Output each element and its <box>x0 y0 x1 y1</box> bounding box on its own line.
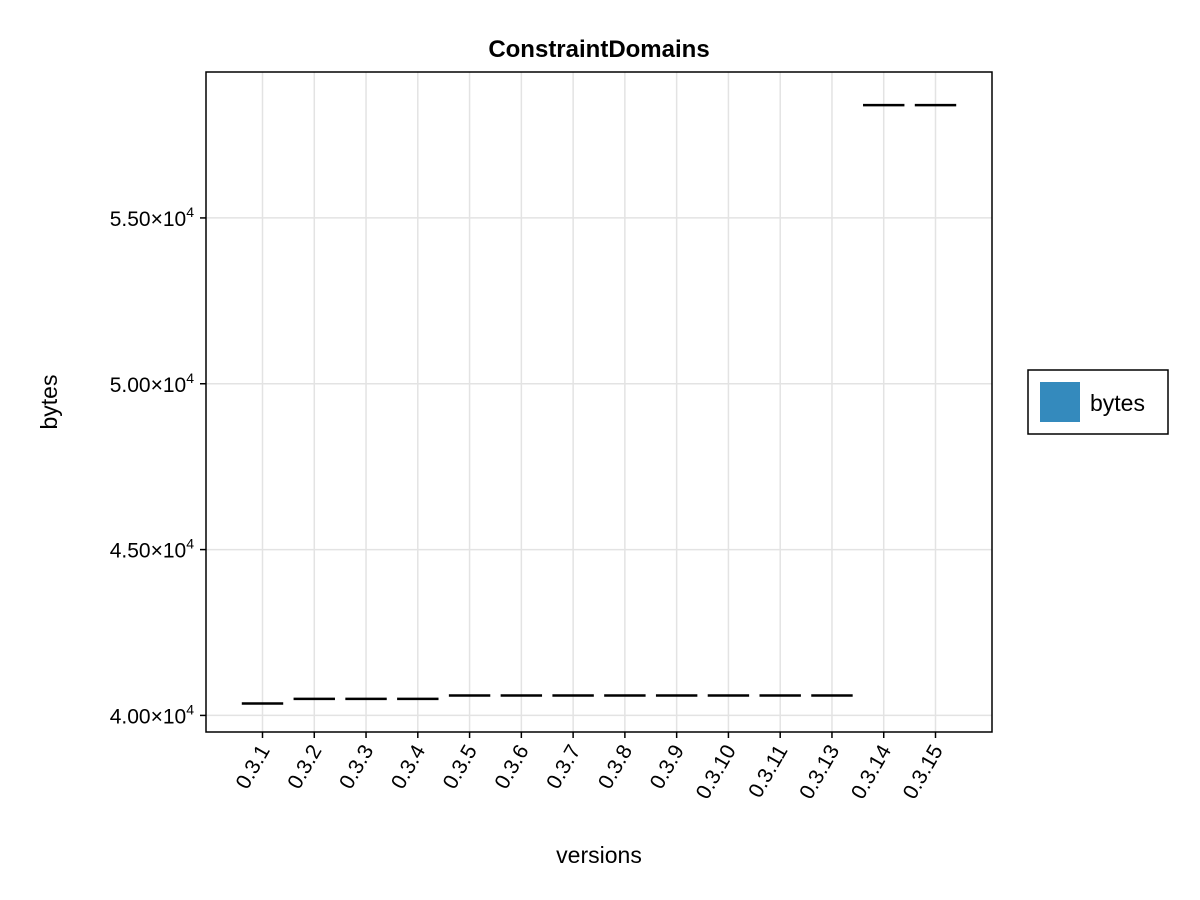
x-tick-label: 0.3.7 <box>542 741 585 793</box>
box-marks <box>241 103 957 705</box>
x-tick-label: 0.3.8 <box>594 741 637 793</box>
grid <box>206 72 992 732</box>
y-tick-label: 5.00×104 <box>110 370 195 397</box>
x-tick-label: 0.3.6 <box>490 741 533 793</box>
x-tick-label: 0.3.11 <box>744 741 792 802</box>
legend-swatch <box>1040 382 1080 422</box>
x-tick-label: 0.3.2 <box>283 741 326 793</box>
y-axis: 4.00×104 4.50×104 5.00×104 5.50×104 <box>110 204 206 728</box>
x-tick-label: 0.3.13 <box>795 741 844 803</box>
y-axis-label: bytes <box>36 375 62 430</box>
x-tick-label: 0.3.15 <box>899 741 948 803</box>
y-tick-label: 4.50×104 <box>110 536 195 563</box>
x-axis-label: versions <box>556 842 642 868</box>
y-tick-label: 5.50×104 <box>110 204 195 231</box>
x-tick-label: 0.3.9 <box>646 741 689 793</box>
chart-title: ConstraintDomains <box>488 36 709 63</box>
y-tick-label: 4.00×104 <box>110 701 195 728</box>
x-axis: 0.3.1 0.3.2 0.3.3 0.3.4 0.3.5 0.3.6 0.3.7 0.3.8… <box>232 732 948 803</box>
legend-label: bytes <box>1090 390 1145 416</box>
x-tick-label: 0.3.4 <box>387 741 430 793</box>
x-tick-label: 0.3.3 <box>335 741 378 793</box>
x-tick-label: 0.3.10 <box>692 741 741 803</box>
x-tick-label: 0.3.5 <box>439 741 482 793</box>
x-tick-label: 0.3.14 <box>847 741 896 803</box>
x-tick-label: 0.3.1 <box>232 741 275 793</box>
plot-frame <box>205 71 993 733</box>
legend: bytes <box>1027 369 1169 435</box>
